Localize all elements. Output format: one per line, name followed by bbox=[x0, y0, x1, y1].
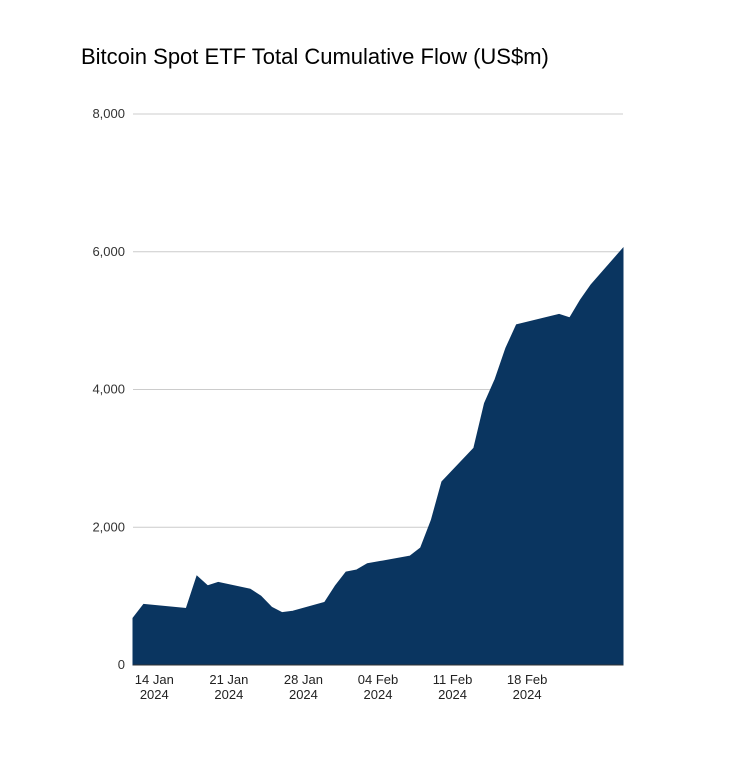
y-tick-label: 2,000 bbox=[92, 519, 125, 534]
area-series-0 bbox=[132, 246, 624, 666]
y-tick-label: 4,000 bbox=[92, 382, 125, 397]
x-tick-year: 2024 bbox=[214, 687, 243, 702]
y-axis: 0 2,000 4,000 6,000 8,000 bbox=[92, 106, 125, 672]
x-tick-year: 2024 bbox=[364, 687, 393, 702]
x-tick-label: 11 Feb bbox=[433, 672, 473, 687]
x-tick-year: 2024 bbox=[438, 687, 467, 702]
x-tick-year: 2024 bbox=[289, 687, 318, 702]
y-tick-label: 6,000 bbox=[92, 244, 125, 259]
x-tick-label: 04 Feb bbox=[358, 672, 398, 687]
y-tick-label: 8,000 bbox=[92, 106, 125, 121]
x-tick-year: 2024 bbox=[140, 687, 169, 702]
x-tick-year: 2024 bbox=[513, 687, 542, 702]
plot-area bbox=[132, 246, 624, 666]
x-tick-label: 14 Jan bbox=[135, 672, 174, 687]
x-tick-label: 21 Jan bbox=[209, 672, 248, 687]
x-tick-label: 18 Feb bbox=[507, 672, 547, 687]
y-tick-label: 0 bbox=[118, 657, 125, 672]
chart-title: Bitcoin Spot ETF Total Cumulative Flow (… bbox=[81, 44, 549, 69]
x-tick-label: 28 Jan bbox=[284, 672, 323, 687]
